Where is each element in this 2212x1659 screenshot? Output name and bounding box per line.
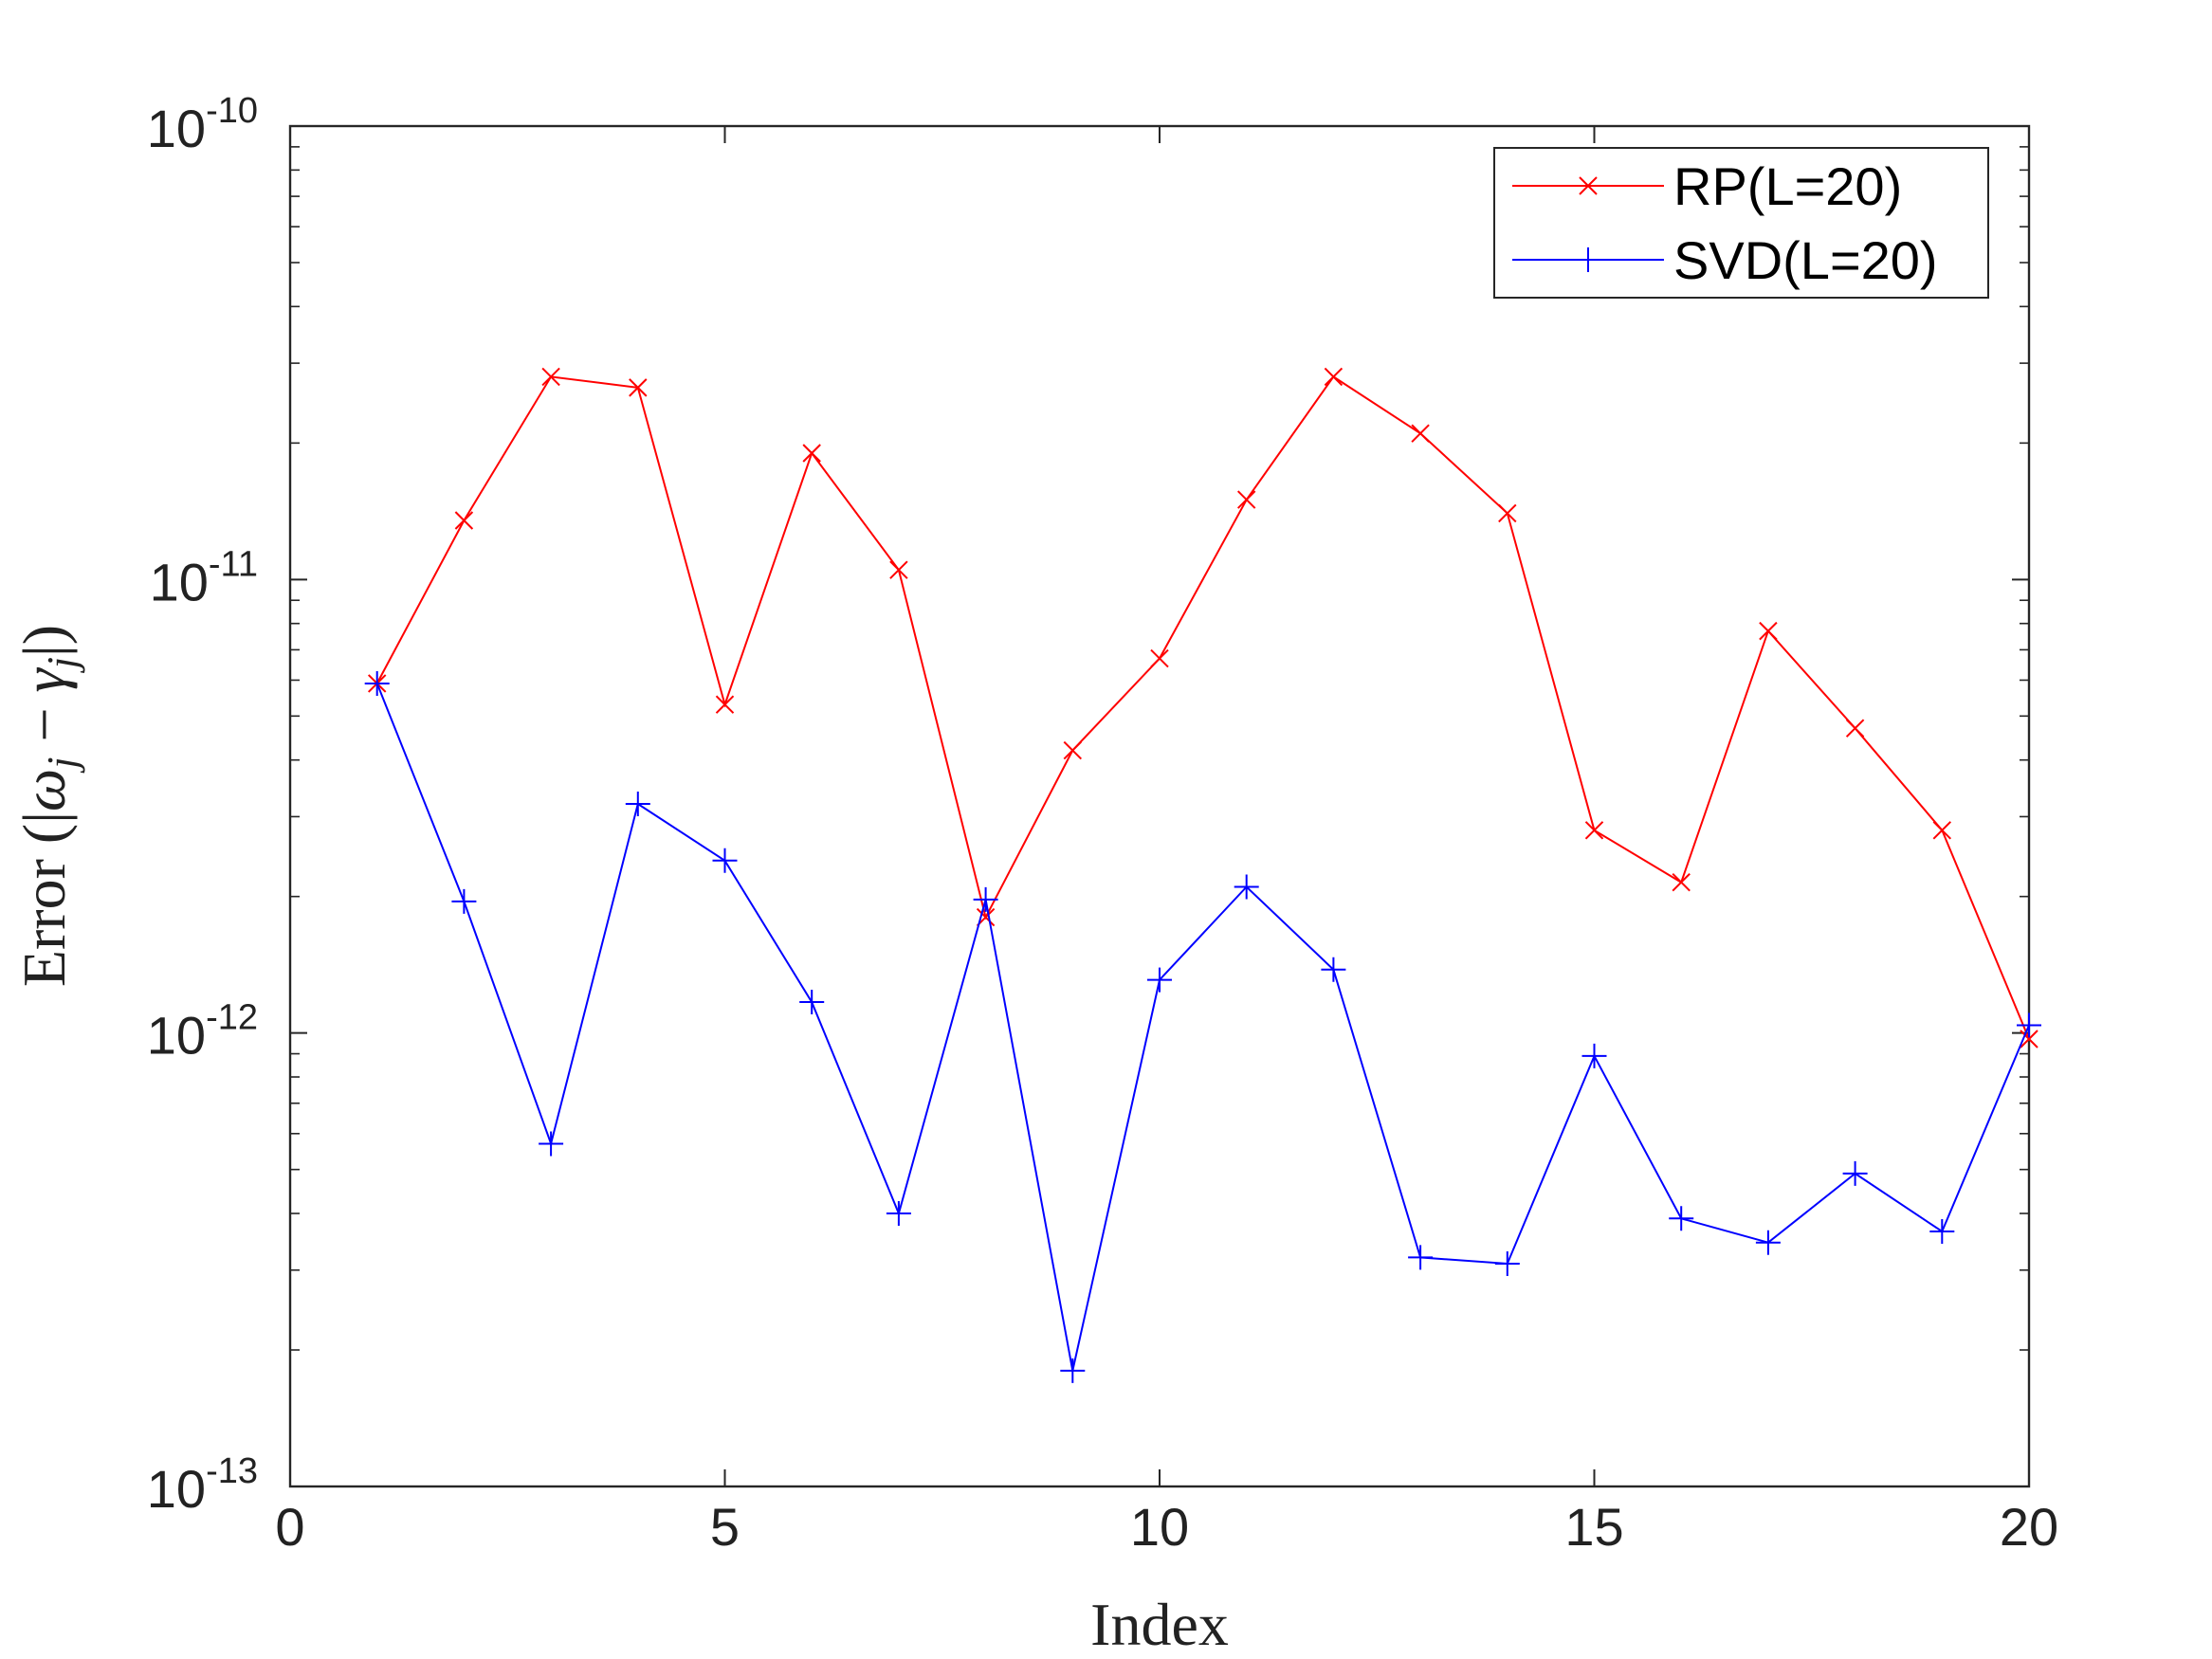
x-axis-title: Index (1090, 1591, 1229, 1658)
data-point-rp-11 (1236, 490, 1256, 509)
y-tick-label-base: 10 (147, 1459, 206, 1519)
y-axis-title-omega: ω (10, 769, 78, 811)
data-point-rp-2 (454, 511, 474, 530)
data-point-rp-4 (629, 378, 648, 397)
y-axis-title-gamma-sub: j (39, 657, 85, 673)
legend-label-svd: SVD(L=20) (1673, 230, 1938, 290)
data-point-svd-19 (1929, 1219, 1955, 1245)
y-axis-title: Error (|ωj − γj|) (10, 625, 85, 987)
data-point-svd-5 (712, 848, 738, 873)
series-line-rp (375, 375, 2030, 1040)
x-tick-label-0: 0 (275, 1497, 304, 1557)
y-axis-title-omega-sub: j (39, 757, 85, 774)
data-point-rp-18 (1845, 719, 1865, 738)
series-layer (364, 367, 2041, 1383)
legend: RP(L=20) SVD(L=20) (1493, 147, 1989, 299)
y-tick-label-exponent: -13 (206, 1451, 258, 1491)
y-tick-label: 10-10 (147, 91, 258, 158)
data-point-rp-9 (1063, 740, 1083, 760)
data-point-rp-14 (1498, 503, 1517, 523)
y-tick-label: 10-12 (147, 998, 258, 1066)
legend-entry-rp: RP(L=20) (1512, 156, 1902, 216)
series-svd (364, 670, 2041, 1383)
y-tick-label-exponent: -11 (209, 544, 258, 584)
axes-box (288, 124, 2031, 1488)
y-tick-label-exponent: -12 (206, 998, 258, 1038)
x-tick-label-10: 10 (1130, 1497, 1189, 1557)
y-axis-title-gamma: γ (10, 666, 78, 692)
data-point-svd-16 (1669, 1206, 1694, 1231)
data-point-svd-1 (364, 670, 390, 696)
y-tick-label-base: 10 (147, 1006, 206, 1066)
legend-label-rp: RP(L=20) (1673, 156, 1902, 216)
y-axis-title-prefix: Error (| (10, 811, 78, 987)
y-tick-label-exponent: -10 (206, 91, 258, 131)
data-point-svd-9 (1060, 1358, 1086, 1383)
data-point-svd-20 (2017, 1012, 2041, 1038)
data-point-rp-20 (2020, 1030, 2038, 1048)
y-tick-label: 10-13 (147, 1451, 258, 1519)
x-tick-label-5: 5 (710, 1497, 740, 1557)
data-point-rp-3 (541, 367, 560, 387)
data-point-rp-15 (1584, 821, 1604, 840)
axis-ticks (289, 125, 2030, 1487)
data-point-svd-7 (886, 1201, 911, 1227)
data-point-svd-11 (1234, 874, 1259, 900)
legend-entry-svd: SVD(L=20) (1512, 230, 1938, 290)
legend-box (1493, 147, 1989, 299)
plot-area (288, 124, 2041, 1488)
data-point-svd-17 (1755, 1230, 1781, 1255)
data-point-svd-6 (799, 990, 825, 1015)
data-point-svd-12 (1321, 957, 1346, 982)
data-point-svd-8 (973, 886, 998, 912)
data-point-svd-10 (1147, 967, 1172, 993)
data-point-rp-12 (1324, 367, 1344, 387)
data-point-rp-19 (1932, 821, 1952, 840)
data-point-rp-5 (715, 695, 735, 714)
data-point-rp-13 (1411, 424, 1430, 443)
legend-marker-svd (1576, 247, 1600, 272)
data-point-svd-14 (1494, 1250, 1520, 1276)
data-point-rp-7 (889, 560, 908, 579)
data-point-svd-4 (625, 792, 650, 817)
data-point-rp-17 (1759, 621, 1778, 641)
x-tick-label-15: 15 (1564, 1497, 1623, 1557)
y-axis-title-minus: − (10, 692, 78, 757)
data-point-rp-16 (1672, 872, 1691, 892)
data-point-svd-2 (451, 888, 477, 914)
data-point-svd-13 (1408, 1245, 1434, 1270)
legend-marker-rp (1579, 176, 1598, 195)
data-point-svd-15 (1581, 1043, 1607, 1068)
data-point-svd-3 (539, 1131, 564, 1157)
data-point-rp-10 (1150, 648, 1169, 668)
data-point-svd-18 (1842, 1160, 1868, 1186)
y-tick-label-base: 10 (147, 99, 206, 158)
series-line-svd (375, 683, 2030, 1372)
x-tick-label-20: 20 (2000, 1497, 2058, 1557)
data-point-rp-6 (802, 444, 821, 463)
y-tick-label: 10-11 (150, 544, 258, 611)
series-rp (367, 367, 2038, 1048)
y-tick-label-base: 10 (150, 552, 209, 611)
y-axis-title-suffix: |) (10, 625, 78, 657)
